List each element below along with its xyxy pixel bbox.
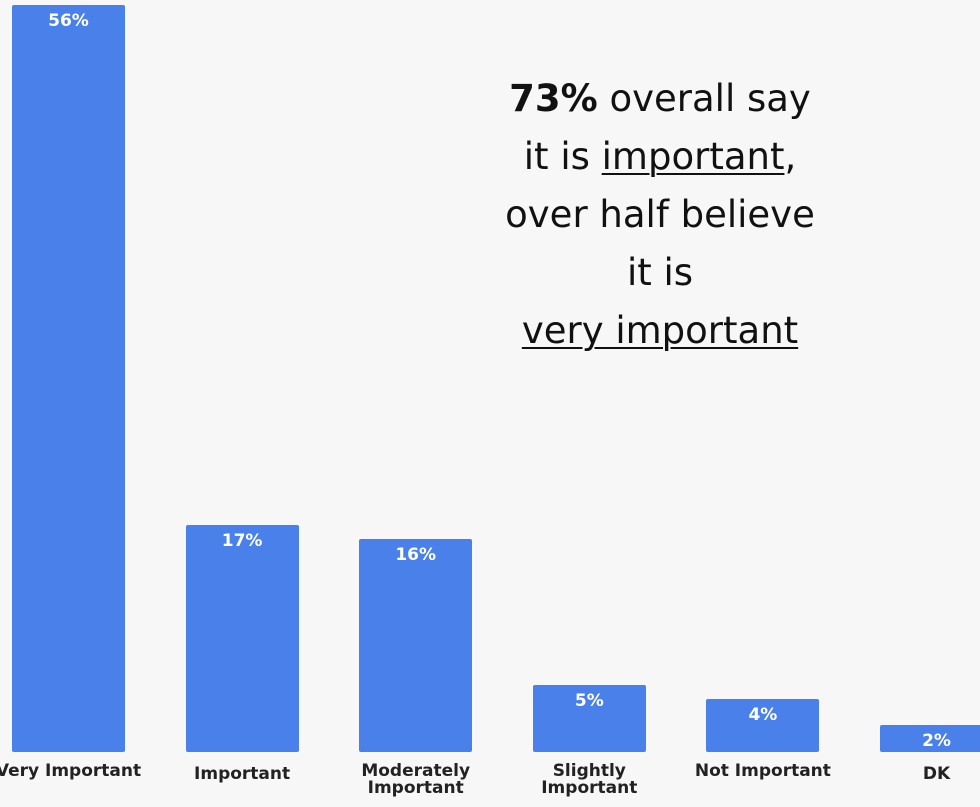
category-label: Very Important	[0, 761, 142, 781]
annotation-text: overall say	[597, 77, 811, 120]
annotation-line: over half believe	[470, 186, 850, 244]
annotation-text: important	[601, 135, 785, 178]
category-label: Slightly Important	[541, 761, 638, 798]
annotation-line: it is important,	[470, 128, 850, 186]
annotation-text: ,	[784, 135, 797, 178]
value-label: 2%	[922, 731, 951, 752]
category-label: Moderately Important	[361, 761, 471, 798]
bar	[359, 538, 473, 752]
value-label: 17%	[221, 531, 263, 552]
value-label: 4%	[748, 704, 778, 725]
annotation-text: it is	[626, 251, 694, 294]
annotation-text: very important	[521, 309, 799, 352]
annotation-line: 73% overall say	[470, 70, 850, 128]
category-label: Not Important	[694, 761, 831, 781]
value-label: 16%	[395, 544, 437, 565]
bar	[880, 725, 980, 752]
annotation: 73% overall say it is important, over half…	[470, 70, 850, 360]
bar	[12, 5, 125, 752]
bar	[706, 698, 820, 752]
annotation-line: very important	[470, 302, 850, 360]
category-label: DK	[922, 764, 951, 784]
value-label: 56%	[48, 11, 89, 31]
annotation-text: over half believe	[505, 193, 815, 236]
value-label: 5%	[574, 691, 604, 712]
annotation-text: 73%	[509, 77, 598, 120]
bar	[532, 685, 646, 752]
annotation-line: it is	[470, 244, 850, 302]
bar	[185, 525, 299, 752]
category-label: Important	[194, 764, 291, 784]
annotation-text: it is	[523, 135, 602, 178]
